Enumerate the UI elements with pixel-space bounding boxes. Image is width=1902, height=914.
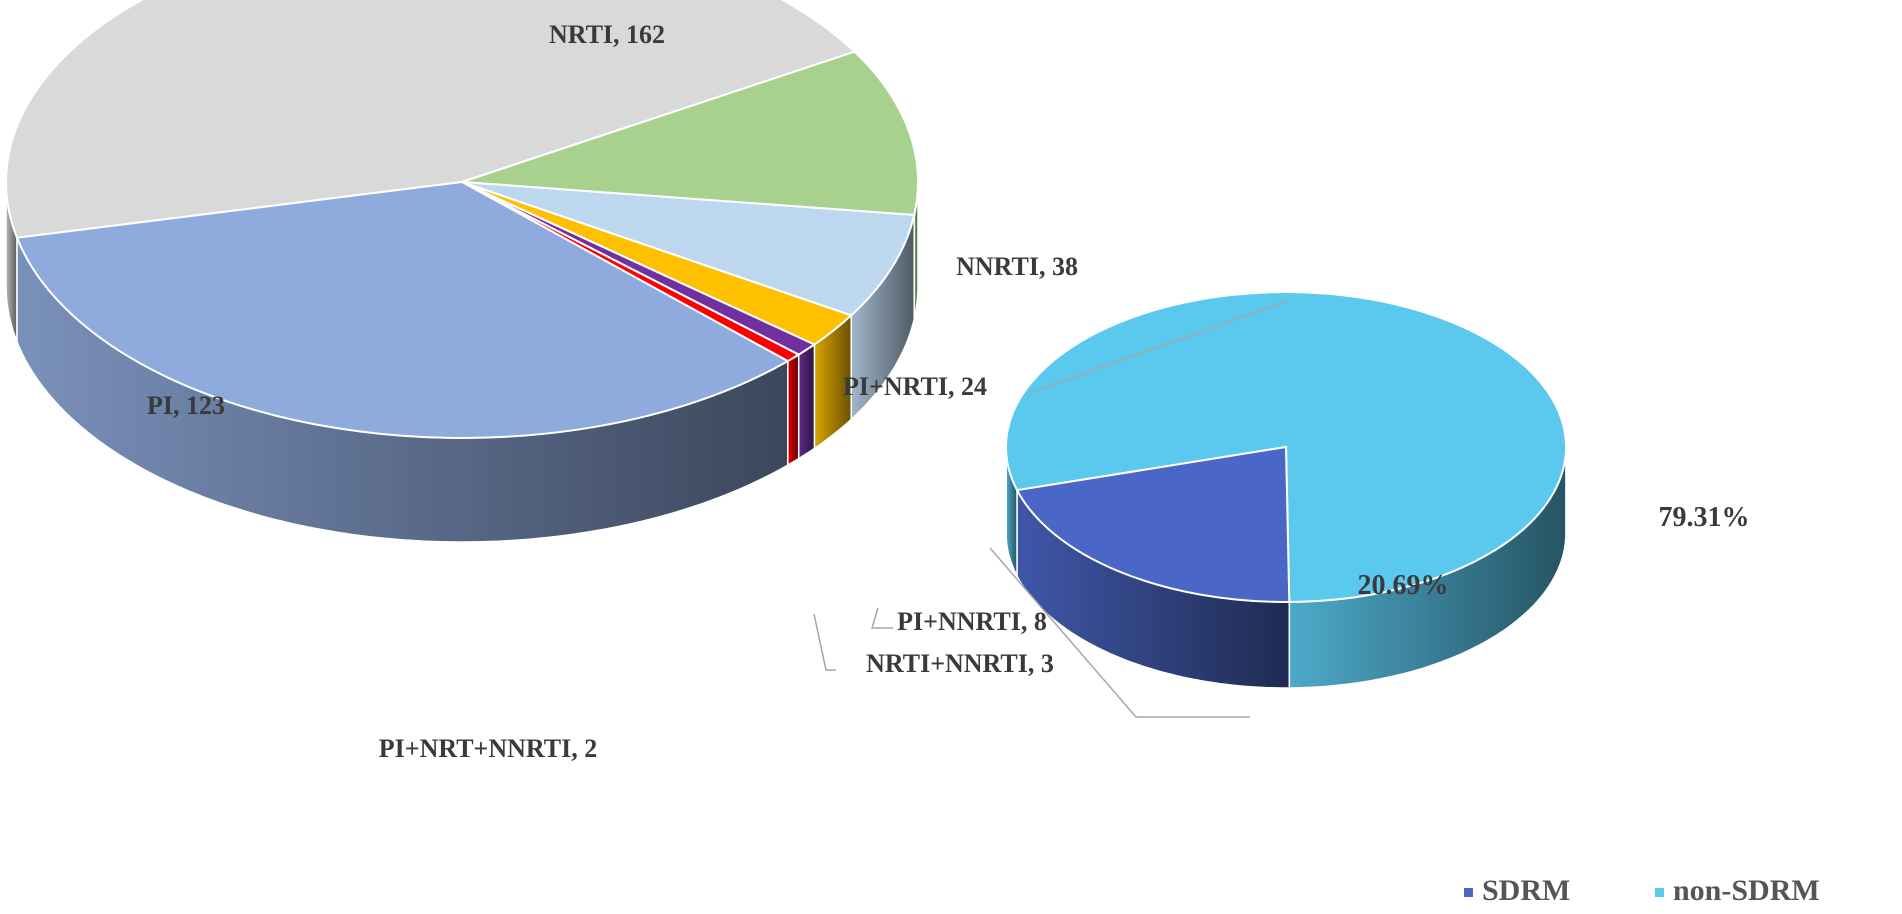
legend: SDRM non-SDRM xyxy=(1464,874,1820,907)
connector-line-lower xyxy=(989,547,1250,718)
data-label-pi-nrti: PI+NRTI, 24 xyxy=(843,372,987,401)
slice-pi-nrti xyxy=(461,181,916,317)
slice-sdrm xyxy=(1015,445,1291,604)
slice-non-sdrm xyxy=(1005,291,1567,604)
data-label-nrti: NRTI, 162 xyxy=(549,20,665,49)
data-label-nrti-nnrti: NRTI+NNRTI, 3 xyxy=(866,649,1054,678)
side-wall-nrti-nnrti xyxy=(797,343,816,460)
connector-line-upper xyxy=(1031,301,1286,393)
data-label-pi: PI, 123 xyxy=(147,391,225,420)
legend-label-non-sdrm: non-SDRM xyxy=(1673,874,1820,907)
data-label-pi-nnrti: PI+NNRTI, 8 xyxy=(897,607,1047,636)
side-wall-pi-nrt-nnrti xyxy=(787,352,800,466)
pie1-side xyxy=(5,182,919,543)
data-label-sdrm: 20.69% xyxy=(1358,570,1449,601)
data-label-pi-nrt-nnrti: PI+NRT+NNRTI, 2 xyxy=(379,734,598,763)
slice-nrti xyxy=(5,0,857,239)
leader-line-pi-nnrti xyxy=(870,607,893,629)
legend-swatch-sdrm xyxy=(1464,888,1473,897)
slice-nnrti xyxy=(461,50,919,217)
pie2-top xyxy=(1005,291,1567,604)
legend-label-sdrm: SDRM xyxy=(1482,874,1570,907)
slice-pi xyxy=(15,180,790,439)
data-label-nnrti: NNRTI, 38 xyxy=(956,252,1078,281)
leader-line-nrti-nnrti xyxy=(813,613,836,671)
pie1-top xyxy=(5,0,919,439)
legend-swatch-non-sdrm xyxy=(1655,888,1664,897)
data-label-non-sdrm: 79.31% xyxy=(1659,502,1750,533)
